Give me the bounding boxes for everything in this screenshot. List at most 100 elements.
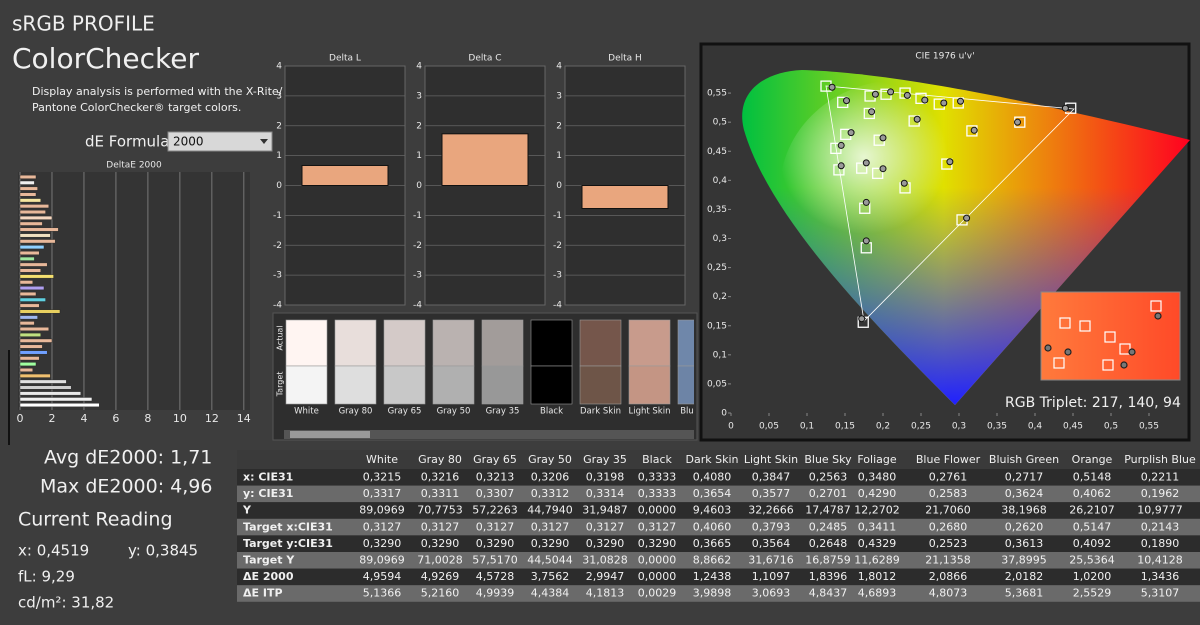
reading-cdm2: cd/m²: 31,82 bbox=[18, 594, 114, 612]
scrollbar[interactable] bbox=[284, 430, 694, 439]
table-row bbox=[237, 585, 1200, 602]
avg-de: Avg dE2000: 1,71 bbox=[44, 447, 212, 469]
table-cell: 3,7562 bbox=[531, 570, 570, 583]
table-cell: 0,0029 bbox=[638, 587, 677, 600]
bar bbox=[301, 164, 389, 186]
y-tick-label: 2 bbox=[556, 121, 562, 131]
swatch-target bbox=[334, 365, 377, 405]
y-tick-label: 1 bbox=[276, 151, 282, 161]
table-cell: 0,4062 bbox=[1073, 487, 1112, 500]
measured-marker bbox=[858, 315, 866, 323]
measured-marker bbox=[868, 108, 876, 116]
bar bbox=[19, 215, 53, 220]
column-header: Blue Flower bbox=[916, 453, 981, 466]
bar bbox=[19, 379, 67, 384]
bar bbox=[19, 186, 38, 191]
y-tick-label: 0,5 bbox=[713, 118, 727, 128]
swatch-target bbox=[285, 365, 328, 405]
swatch-strip: White Gray 80 Gray 65 Gray 50 Gray 35 Black Da… bbox=[285, 319, 694, 417]
table-cell: 0,3564 bbox=[752, 537, 791, 550]
table-cell: 1,1097 bbox=[752, 570, 791, 583]
swatch-target bbox=[530, 365, 573, 405]
y-tick-label: 0,45 bbox=[707, 147, 727, 157]
table-cell: 0,3307 bbox=[476, 487, 515, 500]
table-cell: 0,3213 bbox=[476, 471, 515, 484]
table-cell: 0,5147 bbox=[1073, 520, 1112, 533]
y-tick-label: 2 bbox=[276, 121, 282, 131]
table-cell: 0,3127 bbox=[476, 520, 515, 533]
table-cell: 57,2263 bbox=[472, 504, 518, 517]
measured-marker bbox=[913, 115, 921, 123]
table-cell: 44,5044 bbox=[527, 554, 573, 567]
table-cell: 0,3127 bbox=[363, 520, 402, 533]
bar bbox=[19, 338, 53, 343]
column-header: Blue Sky bbox=[804, 453, 852, 466]
table-cell: 0,3654 bbox=[693, 487, 732, 500]
formula-dropdown[interactable]: 2000 bbox=[167, 131, 273, 152]
table-cell: 0,0000 bbox=[638, 504, 677, 517]
table-cell: 16,8759 bbox=[805, 554, 851, 567]
y-tick-label: 0,2 bbox=[713, 292, 727, 302]
inset-markers bbox=[1044, 300, 1162, 371]
bar bbox=[19, 309, 61, 314]
table-cell: 5,3107 bbox=[1141, 587, 1180, 600]
dropdown-box[interactable] bbox=[167, 131, 273, 152]
bar bbox=[19, 280, 33, 285]
bar bbox=[19, 350, 48, 355]
table-cell: 0,1962 bbox=[1141, 487, 1180, 500]
bar bbox=[19, 403, 100, 408]
inset-circle bbox=[1154, 312, 1162, 320]
measured-marker bbox=[862, 237, 870, 245]
table-cell: 89,0969 bbox=[359, 554, 405, 567]
bar bbox=[19, 268, 41, 273]
x-tick-label: 0,55 bbox=[1139, 422, 1159, 432]
column-header: Gray 50 bbox=[528, 453, 572, 466]
dropdown-arrow[interactable] bbox=[260, 139, 268, 144]
y-tick-label: 0,05 bbox=[707, 379, 727, 389]
table-cell: 10,9777 bbox=[1137, 504, 1183, 517]
bar bbox=[19, 251, 40, 255]
column-header: White bbox=[366, 453, 398, 466]
column-header: Gray 65 bbox=[473, 453, 517, 466]
swatch-actual bbox=[481, 319, 524, 367]
table-cell: 0,3290 bbox=[586, 537, 625, 550]
x-tick-label: 0,3 bbox=[952, 422, 966, 432]
measured-marker bbox=[862, 159, 870, 167]
y-tick-label: 2 bbox=[416, 121, 422, 131]
bar bbox=[19, 233, 51, 238]
table-cell: 0,3480 bbox=[858, 471, 897, 484]
chart-title: Delta L bbox=[329, 54, 361, 64]
target-label: Target bbox=[276, 372, 285, 398]
bar bbox=[19, 297, 46, 302]
table-cell: 9,4603 bbox=[693, 504, 732, 517]
table-cell: 0,3198 bbox=[586, 471, 625, 484]
table-cell: 2,0866 bbox=[929, 570, 968, 583]
table-cell: 0,3127 bbox=[586, 520, 625, 533]
table-cell: 0,3333 bbox=[638, 471, 677, 484]
table-cell: 31,9487 bbox=[582, 504, 628, 517]
table-row bbox=[237, 469, 1200, 486]
column-header: Black bbox=[642, 453, 672, 466]
scroll-thumb[interactable] bbox=[290, 431, 370, 438]
max-de: Max dE2000: 4,96 bbox=[40, 476, 212, 498]
row-label: Y bbox=[242, 504, 252, 517]
swatch-name: Gray 65 bbox=[388, 407, 422, 417]
bar bbox=[19, 239, 56, 244]
table-cell: 8,8662 bbox=[693, 554, 732, 567]
formula-label: dE Formula: bbox=[85, 133, 174, 151]
table-cell: 11,6289 bbox=[854, 554, 900, 567]
table-cell: 0,2717 bbox=[1005, 471, 1044, 484]
dropdown-value[interactable]: 2000 bbox=[173, 135, 204, 149]
x-tick-label: 0 bbox=[728, 422, 734, 432]
chart-title: DeltaE 2000 bbox=[106, 161, 162, 171]
table-cell: 0,2563 bbox=[809, 471, 848, 484]
bar bbox=[19, 198, 41, 203]
row-label: Target x:CIE31 bbox=[243, 520, 333, 533]
table-cell: 0,3411 bbox=[858, 520, 897, 533]
zoom-inset bbox=[1040, 291, 1181, 381]
bar bbox=[19, 262, 48, 267]
y-tick-label: 0,35 bbox=[707, 205, 727, 215]
table-cell: 0,3127 bbox=[421, 520, 460, 533]
swatch-actual bbox=[530, 319, 573, 367]
table-cell: 5,3681 bbox=[1005, 587, 1044, 600]
